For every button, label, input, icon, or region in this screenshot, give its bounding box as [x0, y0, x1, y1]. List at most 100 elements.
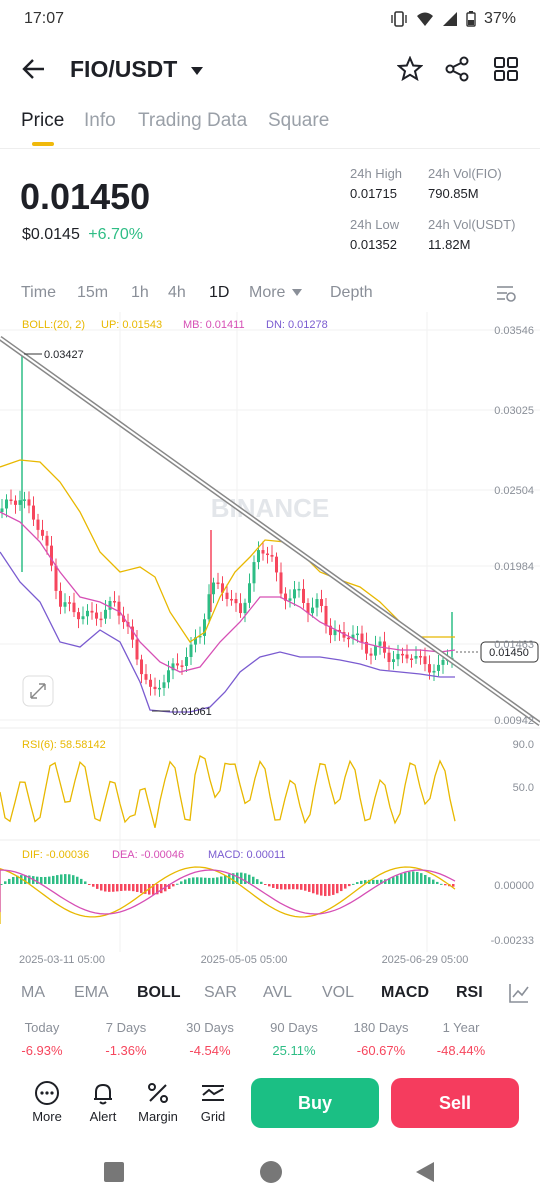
back-nav-icon[interactable]: [414, 1160, 436, 1184]
interval-depth[interactable]: Depth: [330, 284, 373, 301]
low-label: 24h Low: [350, 217, 400, 232]
macd-bar: [188, 878, 191, 884]
indicator-rsi[interactable]: RSI: [456, 984, 483, 1001]
macd-bar: [360, 880, 363, 884]
vol-fio-value: 790.85M: [428, 186, 479, 201]
macd-bar: [72, 875, 75, 884]
macd-bar: [408, 871, 411, 884]
macd-bar: [256, 879, 259, 884]
high-label: 24h High: [350, 166, 403, 181]
system-nav-bar: [0, 1146, 540, 1200]
grid-icon[interactable]: [493, 56, 519, 82]
tab-info[interactable]: Info: [84, 110, 116, 131]
grid-trading-button[interactable]: Grid: [183, 1080, 243, 1124]
sell-button[interactable]: Sell: [391, 1078, 519, 1128]
perf-label: Today: [24, 1020, 60, 1035]
perf-label: 7 Days: [105, 1020, 147, 1035]
macd-bar: [388, 878, 391, 884]
macd-bar: [12, 877, 15, 884]
candle-body: [225, 592, 229, 599]
margin-icon: [148, 1083, 168, 1103]
macd-bar: [212, 877, 215, 884]
interval-1d[interactable]: 1D: [209, 284, 230, 301]
macd-bar: [356, 882, 359, 884]
macd-bar: [436, 881, 439, 884]
signal-icon: [442, 12, 457, 26]
high-value: 0.01715: [350, 186, 397, 201]
watermark: BINANCE: [211, 493, 329, 523]
interval-15m[interactable]: 15m: [77, 284, 109, 301]
buy-button[interactable]: Buy: [251, 1078, 379, 1128]
macd-bar: [440, 883, 443, 885]
macd-bar: [376, 879, 379, 884]
macd-bar: [4, 881, 7, 884]
indicator-vol[interactable]: VOL: [322, 984, 355, 1001]
macd-bar: [296, 884, 299, 890]
macd-bar: [200, 877, 203, 884]
date-label-3: 2025-06-29 05:00: [382, 954, 469, 966]
candle-body: [140, 659, 143, 675]
macd-bar: [124, 884, 127, 891]
indicator-ma[interactable]: MA: [21, 984, 45, 1001]
macd-bar: [204, 877, 207, 884]
recents-icon[interactable]: [104, 1162, 124, 1182]
section-tabs: Price Info Trading Data Square: [0, 106, 540, 146]
macd-bar: [100, 884, 103, 891]
indicator-boll[interactable]: BOLL: [137, 984, 181, 1001]
candle-body: [23, 499, 26, 501]
boll-upper-line: [0, 459, 455, 643]
indicator-macd[interactable]: MACD: [381, 984, 429, 1001]
candle-body: [176, 663, 179, 666]
candle-body: [194, 637, 197, 645]
more-button[interactable]: More: [17, 1080, 77, 1124]
indicator-ema[interactable]: EMA: [74, 984, 109, 1001]
indicator-settings-icon[interactable]: [508, 982, 530, 1004]
macd-bar: [108, 884, 111, 892]
candle-body: [410, 658, 413, 660]
tab-price[interactable]: Price: [21, 110, 65, 131]
vol-fio-label: 24h Vol(FIO): [428, 166, 502, 181]
home-icon[interactable]: [260, 1161, 282, 1183]
candlestick-chart[interactable]: BOLL:(20, 2) UP: 0.01543 MB: 0.01411 DN:…: [0, 312, 540, 972]
macd-bar: [428, 877, 431, 884]
interval-time[interactable]: Time: [21, 284, 56, 301]
expand-icon: [30, 683, 46, 699]
price-axis: 0.03546 0.03025 0.02504 0.01984 0.01463 0.009…: [494, 325, 534, 727]
boll-lower-line: [0, 551, 455, 713]
macd-bar: [156, 884, 159, 895]
candle-body: [360, 633, 364, 642]
more-caret-icon: [292, 289, 302, 296]
indicator-avl[interactable]: AVL: [263, 984, 293, 1001]
macd-bar: [420, 873, 423, 884]
candle-body: [315, 599, 319, 608]
macd-bar: [340, 884, 343, 892]
interval-more[interactable]: More: [249, 284, 286, 301]
macd-bar: [236, 872, 239, 884]
chart-settings-icon[interactable]: [495, 283, 517, 303]
macd-bar: [96, 884, 99, 889]
macd-axis-bottom: -0.00233: [491, 935, 534, 947]
interval-4h[interactable]: 4h: [168, 284, 186, 301]
star-icon[interactable]: [397, 56, 423, 82]
back-arrow-icon[interactable]: [22, 58, 46, 80]
candle-body: [81, 616, 85, 620]
performance-row: Today -6.93% 7 Days -1.36% 30 Days -4.54% 9…: [0, 1020, 540, 1070]
macd-bar: [336, 884, 339, 894]
interval-1h[interactable]: 1h: [131, 284, 149, 301]
margin-button[interactable]: Margin: [128, 1080, 188, 1124]
pair-title[interactable]: FIO/USDT: [70, 56, 178, 82]
candle-body: [342, 632, 346, 638]
alert-button[interactable]: Alert: [73, 1080, 133, 1124]
tab-square[interactable]: Square: [268, 110, 330, 131]
macd-bar: [432, 879, 435, 884]
macd-bar: [272, 884, 275, 888]
share-icon[interactable]: [444, 56, 470, 82]
macd-bar: [136, 884, 139, 892]
macd-bar: [120, 884, 123, 891]
indicator-sar[interactable]: SAR: [204, 984, 237, 1001]
tab-trading-data[interactable]: Trading Data: [138, 110, 248, 131]
macd-bar: [24, 875, 27, 884]
candle-body: [99, 618, 103, 621]
candle-body: [153, 686, 157, 690]
dropdown-caret-icon[interactable]: [190, 66, 204, 76]
